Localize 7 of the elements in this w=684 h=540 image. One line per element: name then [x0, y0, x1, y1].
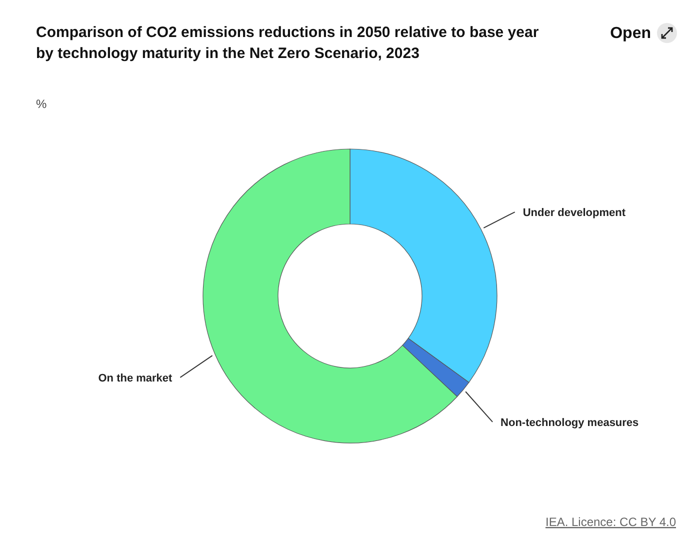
slice-label: On the market: [98, 372, 173, 384]
text: %: [36, 97, 47, 111]
slice-label: Non-technology measures: [500, 416, 639, 429]
slice-label: Under development: [522, 207, 626, 220]
text: IEA. Licence: CC BY 4.0: [545, 515, 676, 529]
chart-title: Comparison of CO2 emissions reductions in 2050 relative to base year by technology maturity in the Net Zero Scenario, 2023: [36, 24, 539, 62]
text: Open: [610, 25, 651, 42]
